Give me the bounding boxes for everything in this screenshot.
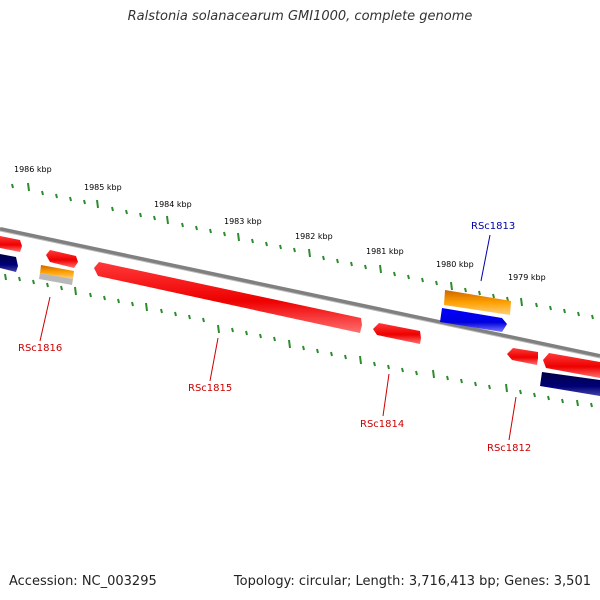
leader-rsc1814 (382, 373, 390, 417)
kbp-label-1986: 1986 kbp (14, 165, 52, 174)
gene-label-rsc1816[interactable]: RSc1816 (18, 343, 62, 354)
feature-blue-rsc1813[interactable] (440, 308, 507, 332)
gene-rsc1814[interactable] (373, 323, 421, 344)
kbp-label-1984: 1984 kbp (154, 200, 192, 209)
gene-label-rsc1814[interactable]: RSc1814 (360, 419, 404, 430)
gene-rsc1811-partial[interactable] (543, 353, 600, 378)
genome-summary-label: Topology: circular; Length: 3,716,413 bp… (233, 574, 591, 589)
kbp-label-1985: 1985 kbp (84, 183, 122, 192)
kbp-label-1982: 1982 kbp (295, 232, 333, 241)
kbp-label-1979: 1979 kbp (508, 273, 546, 282)
kbp-label-1980: 1980 kbp (436, 260, 474, 269)
feature-orange-small[interactable] (39, 265, 74, 285)
leader-rsc1812 (508, 396, 517, 441)
gene-rsc1816[interactable] (46, 250, 78, 268)
gene-rsc1813[interactable] (444, 290, 511, 315)
genome-title: Ralstonia solanacearum GMI1000, complete… (127, 9, 473, 24)
gene-label-rsc1812[interactable]: RSc1812 (487, 443, 531, 454)
gene-rsc1815[interactable] (94, 262, 362, 333)
genome-backbone (0, 227, 600, 358)
gene-label-rsc1813[interactable]: RSc1813 (471, 221, 515, 232)
accession-label: Accession: NC_003295 (9, 574, 157, 589)
leader-rsc1815 (209, 337, 219, 382)
gene-rsc1817-partial[interactable] (0, 236, 22, 252)
kbp-label-1981: 1981 kbp (366, 247, 404, 256)
scale-ticks-top (11, 182, 594, 320)
feature-navy-left[interactable] (0, 254, 18, 272)
leader-rsc1813 (480, 234, 491, 282)
scale-ticks-bottom (4, 273, 593, 408)
genome-backbone-highlight (0, 230, 600, 359)
gene-label-rsc1815[interactable]: RSc1815 (188, 383, 232, 394)
leader-rsc1816 (39, 296, 51, 342)
kbp-label-1983: 1983 kbp (224, 217, 262, 226)
gene-rsc1812[interactable] (507, 348, 538, 365)
feature-navy-right[interactable] (540, 372, 600, 396)
